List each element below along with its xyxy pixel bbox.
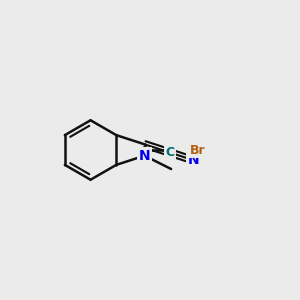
Text: C: C	[165, 146, 175, 159]
Text: N: N	[139, 149, 150, 163]
Text: N: N	[188, 153, 200, 167]
Text: Br: Br	[190, 143, 205, 157]
